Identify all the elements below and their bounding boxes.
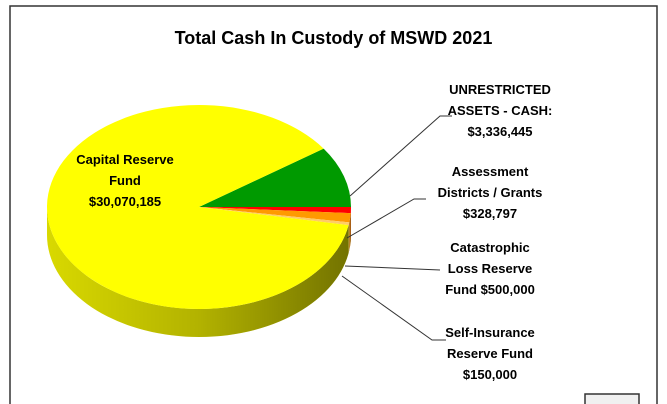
slice-label: Self-Insurance Reserve Fund $150,000 — [430, 322, 550, 385]
pie-sides — [46, 207, 351, 338]
slice-label: Catastrophic Loss Reserve Fund $500,000 — [435, 237, 545, 300]
corner-box — [584, 393, 640, 404]
chart-frame — [9, 5, 658, 404]
leader-line — [341, 275, 446, 341]
pie-slice — [199, 207, 351, 223]
leader-line — [349, 115, 452, 197]
value-label: $328,797 — [462, 206, 518, 221]
pie-slice — [46, 105, 349, 310]
pie-tops — [46, 105, 351, 310]
pie-slice — [199, 207, 351, 214]
category-label: Self-Insurance Reserve Fund — [445, 325, 535, 361]
value-label: $3,336,445 — [467, 124, 533, 139]
leader-line — [346, 198, 426, 239]
category-label: Catastrophic Loss Reserve Fund — [445, 240, 533, 297]
slice-label: Capital Reserve Fund $30,070,185 — [65, 149, 185, 212]
category-label: Assessment Districts / Grants — [437, 164, 543, 200]
pie-slice — [199, 207, 350, 226]
pie-side-shade — [349, 213, 351, 251]
leader-lines — [341, 115, 452, 341]
slice-label: Assessment Districts / Grants $328,797 — [435, 161, 545, 224]
pie-side-shade — [348, 222, 350, 254]
chart-title: Total Cash In Custody of MSWD 2021 — [174, 28, 493, 48]
pie-slice — [199, 148, 351, 207]
slice-label: UNRESTRICTED ASSETS - CASH: $3,336,445 — [440, 79, 560, 142]
leader-line — [344, 265, 441, 271]
category-label: UNRESTRICTED ASSETS - CASH: — [447, 82, 553, 118]
category-label: Capital Reserve Fund — [76, 152, 174, 188]
value-label: $30,070,185 — [88, 194, 162, 209]
value-label: $150,000 — [462, 367, 518, 382]
pie-side-shade — [46, 207, 349, 338]
value-label: $500,000 — [480, 282, 535, 297]
